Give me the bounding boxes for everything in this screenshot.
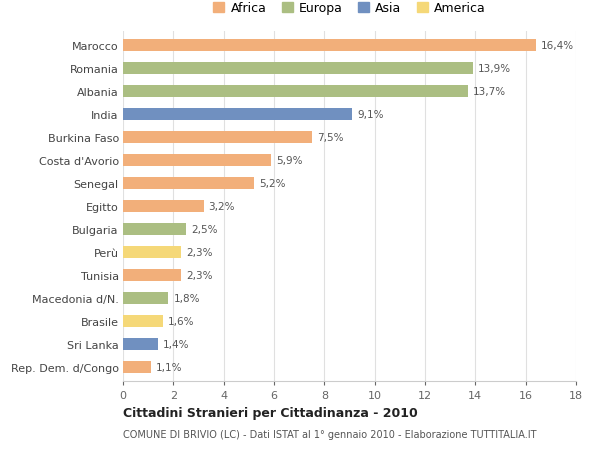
Text: Cittadini Stranieri per Cittadinanza - 2010: Cittadini Stranieri per Cittadinanza - 2… bbox=[123, 406, 418, 419]
Bar bbox=[123, 223, 186, 236]
Text: 7,5%: 7,5% bbox=[317, 133, 343, 143]
Bar bbox=[123, 292, 168, 305]
Bar bbox=[123, 131, 312, 144]
Text: 3,2%: 3,2% bbox=[209, 202, 235, 212]
Legend: Africa, Europa, Asia, America: Africa, Europa, Asia, America bbox=[209, 0, 490, 19]
Bar bbox=[123, 177, 254, 190]
Text: 16,4%: 16,4% bbox=[541, 41, 574, 51]
Bar bbox=[123, 62, 473, 75]
Bar bbox=[123, 39, 536, 52]
Text: 5,9%: 5,9% bbox=[277, 156, 303, 166]
Bar bbox=[123, 361, 151, 374]
Text: COMUNE DI BRIVIO (LC) - Dati ISTAT al 1° gennaio 2010 - Elaborazione TUTTITALIA.: COMUNE DI BRIVIO (LC) - Dati ISTAT al 1°… bbox=[123, 429, 536, 439]
Text: 2,3%: 2,3% bbox=[186, 247, 212, 257]
Text: 2,3%: 2,3% bbox=[186, 270, 212, 280]
Bar bbox=[123, 200, 203, 213]
Text: 1,6%: 1,6% bbox=[168, 316, 195, 326]
Text: 13,7%: 13,7% bbox=[473, 87, 506, 97]
Bar bbox=[123, 246, 181, 259]
Text: 2,5%: 2,5% bbox=[191, 224, 217, 235]
Bar bbox=[123, 154, 271, 167]
Bar bbox=[123, 108, 352, 121]
Text: 1,4%: 1,4% bbox=[163, 339, 190, 349]
Bar bbox=[123, 85, 468, 98]
Bar bbox=[123, 269, 181, 282]
Text: 5,2%: 5,2% bbox=[259, 179, 286, 189]
Bar bbox=[123, 315, 163, 328]
Text: 1,8%: 1,8% bbox=[173, 293, 200, 303]
Bar bbox=[123, 338, 158, 351]
Text: 13,9%: 13,9% bbox=[478, 64, 511, 74]
Text: 1,1%: 1,1% bbox=[156, 362, 182, 372]
Text: 9,1%: 9,1% bbox=[357, 110, 383, 120]
